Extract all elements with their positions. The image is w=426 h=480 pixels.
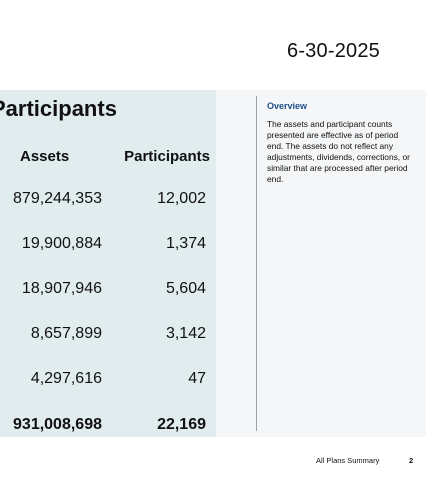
table-total-row: 931,008,698 22,169 [0, 416, 216, 437]
assets-cell: 18,907,946 [21, 280, 102, 297]
column-header-participants: Participants [124, 148, 210, 165]
overview-panel: Overview The assets and participant coun… [216, 90, 426, 437]
column-header-assets: Assets [20, 148, 70, 165]
participants-cell: 12,002 [157, 190, 206, 207]
table-title: Participants [0, 96, 117, 121]
assets-cell: 8,657,899 [30, 325, 102, 342]
overview-text: The assets and participant counts presen… [267, 119, 410, 184]
assets-cell: 19,900,884 [21, 235, 102, 252]
panel-divider [256, 96, 257, 431]
table-row: 8,657,899 3,142 [0, 325, 216, 349]
assets-cell: 4,297,616 [30, 370, 102, 387]
participants-cell: 5,604 [165, 280, 206, 297]
table-row: 4,297,616 47 [0, 370, 216, 394]
table-row: 879,244,353 12,002 [0, 190, 216, 214]
plan-summary-table: Participants Assets Participants 879,244… [0, 90, 216, 437]
participants-cell: 1,374 [165, 235, 206, 252]
report-date: 6-30-2025 [287, 40, 380, 62]
overview-title: Overview [267, 101, 308, 111]
assets-cell: 879,244,353 [13, 190, 102, 207]
table-row: 18,907,946 5,604 [0, 280, 216, 304]
footer-label: All Plans Summary [316, 456, 380, 465]
total-assets-cell: 931,008,698 [13, 416, 102, 433]
table-row: 19,900,884 1,374 [0, 235, 216, 259]
participants-cell: 3,142 [165, 325, 206, 342]
total-participants-cell: 22,169 [157, 416, 206, 433]
participants-cell: 47 [188, 370, 206, 387]
page-number: 2 [409, 456, 414, 465]
